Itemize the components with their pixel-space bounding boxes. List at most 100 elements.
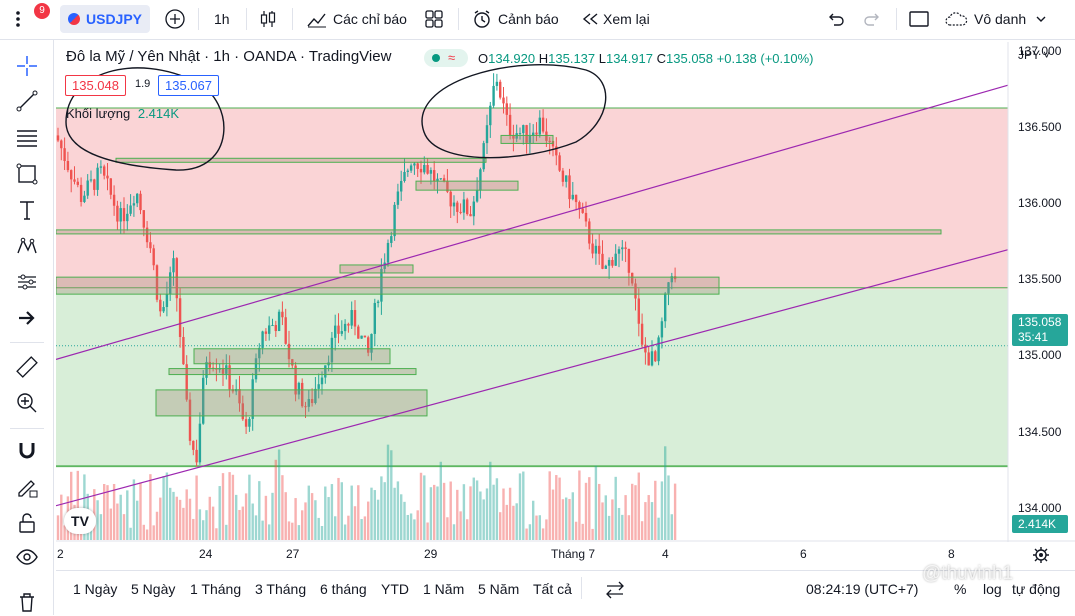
- candle-type-icon[interactable]: [258, 0, 278, 38]
- candle-body: [508, 114, 512, 136]
- candle-body: [574, 194, 578, 203]
- ohlc-readout: O134.920 H135.137 L134.917 C135.058 +0.1…: [478, 51, 814, 66]
- eye-icon[interactable]: [13, 543, 41, 571]
- candle-body: [462, 199, 466, 213]
- indicators-button[interactable]: Các chỉ báo: [306, 0, 407, 38]
- candle-body: [591, 243, 594, 254]
- volume-bar: [634, 485, 637, 540]
- trendline-icon[interactable]: [13, 87, 41, 115]
- goto-date-icon[interactable]: [604, 580, 626, 605]
- trash-icon[interactable]: [13, 588, 41, 616]
- buy-price-button[interactable]: 135.067: [158, 75, 219, 96]
- candle-body: [522, 125, 525, 134]
- undo-icon[interactable]: [826, 0, 846, 38]
- volume-bar: [499, 512, 502, 540]
- auto-toggle[interactable]: tự động: [1012, 581, 1061, 597]
- candle-body: [317, 384, 320, 389]
- candle-body: [353, 310, 357, 327]
- candle-body: [466, 199, 469, 215]
- volume-bar: [301, 510, 304, 540]
- volume-bar: [198, 509, 202, 540]
- range-1m[interactable]: 1 Tháng: [190, 581, 242, 597]
- chevron-down-icon: [1036, 16, 1046, 22]
- magnet-icon[interactable]: [13, 437, 41, 465]
- range-ytd[interactable]: YTD: [381, 581, 409, 597]
- text-tool-icon[interactable]: [13, 196, 41, 224]
- candle-body: [238, 389, 241, 404]
- volume-bar: [667, 475, 670, 540]
- range-3m[interactable]: 3 Tháng: [255, 581, 307, 597]
- volume-bar: [281, 475, 284, 540]
- range-5y[interactable]: 5 Năm: [478, 581, 520, 597]
- volume-bar: [436, 486, 439, 540]
- currency-selector[interactable]: JPY ˅: [1018, 48, 1051, 62]
- fullscreen-icon[interactable]: [908, 0, 930, 38]
- range-5d[interactable]: 5 Ngày: [131, 581, 176, 597]
- volume-bar: [502, 488, 505, 540]
- pattern-icon[interactable]: [13, 232, 41, 260]
- volume-bar: [327, 497, 330, 540]
- candle-body: [367, 337, 370, 353]
- volume-bar: [277, 449, 281, 540]
- candle-body: [60, 140, 63, 149]
- price-tick-label: 134.500: [1018, 424, 1062, 439]
- tradingview-logo[interactable]: TV: [64, 508, 96, 534]
- candle-body: [83, 195, 86, 202]
- range-1d[interactable]: 1 Ngày: [73, 581, 118, 597]
- volume-bar: [373, 490, 376, 540]
- compare-plus-icon[interactable]: [164, 0, 186, 38]
- percent-toggle[interactable]: %: [954, 581, 967, 597]
- candle-body: [512, 135, 515, 139]
- market-status-badge[interactable]: ≈: [424, 49, 468, 67]
- replay-button[interactable]: Xem lại: [580, 0, 650, 38]
- candle-body: [571, 194, 574, 200]
- layout-button[interactable]: Vô danh: [944, 0, 1048, 38]
- prediction-icon[interactable]: [13, 268, 41, 296]
- range-6m[interactable]: 6 tháng: [320, 581, 367, 597]
- candle-body: [525, 125, 528, 143]
- settings-gear-icon[interactable]: [1032, 546, 1050, 569]
- ruler-icon[interactable]: [13, 353, 41, 381]
- log-toggle[interactable]: log: [983, 581, 1002, 597]
- volume-bar: [119, 494, 122, 540]
- candle-body: [155, 265, 159, 300]
- price-axis: [56, 42, 1075, 542]
- fib-retracement-icon[interactable]: [13, 124, 41, 152]
- volume-bar: [324, 486, 327, 540]
- candle-body: [340, 331, 343, 334]
- alerts-button[interactable]: Cảnh báo: [472, 0, 559, 38]
- symbol-search-button[interactable]: USDJPY: [60, 5, 151, 33]
- sell-price-button[interactable]: 135.048: [65, 75, 126, 96]
- price-chart[interactable]: [56, 42, 1075, 542]
- range-1y[interactable]: 1 Năm: [423, 581, 465, 597]
- candle-body: [129, 205, 132, 214]
- symbol-label: USDJPY: [86, 11, 143, 27]
- notification-badge[interactable]: 9: [34, 3, 50, 19]
- arrow-icon[interactable]: [13, 304, 41, 332]
- zoom-in-icon[interactable]: [13, 389, 41, 417]
- candle-body: [660, 321, 664, 338]
- menu-icon[interactable]: [8, 0, 28, 38]
- time-tick-label: Tháng 7: [551, 547, 596, 561]
- lock-pencil-icon[interactable]: [13, 473, 41, 501]
- candle-body: [469, 214, 472, 217]
- clock[interactable]: 08:24:19 (UTC+7): [806, 581, 919, 597]
- volume-bar: [452, 524, 456, 540]
- volume-bar: [208, 496, 211, 540]
- volume-bar: [469, 486, 472, 540]
- templates-icon[interactable]: [424, 0, 444, 38]
- lock-icon[interactable]: [13, 509, 41, 537]
- candle-body: [409, 165, 413, 171]
- candle-body: [122, 208, 126, 222]
- candle-body: [320, 377, 324, 385]
- volume-bar: [482, 499, 485, 540]
- cloud-icon: [945, 12, 968, 26]
- rectangle-icon[interactable]: [13, 160, 41, 188]
- volume-bar: [307, 485, 310, 540]
- interval-button[interactable]: 1h: [214, 11, 230, 27]
- range-all[interactable]: Tất cả: [533, 581, 572, 597]
- volume-bar: [442, 482, 446, 540]
- crosshair-icon[interactable]: [13, 52, 41, 80]
- candle-body: [152, 248, 155, 266]
- redo-icon[interactable]: [862, 0, 882, 38]
